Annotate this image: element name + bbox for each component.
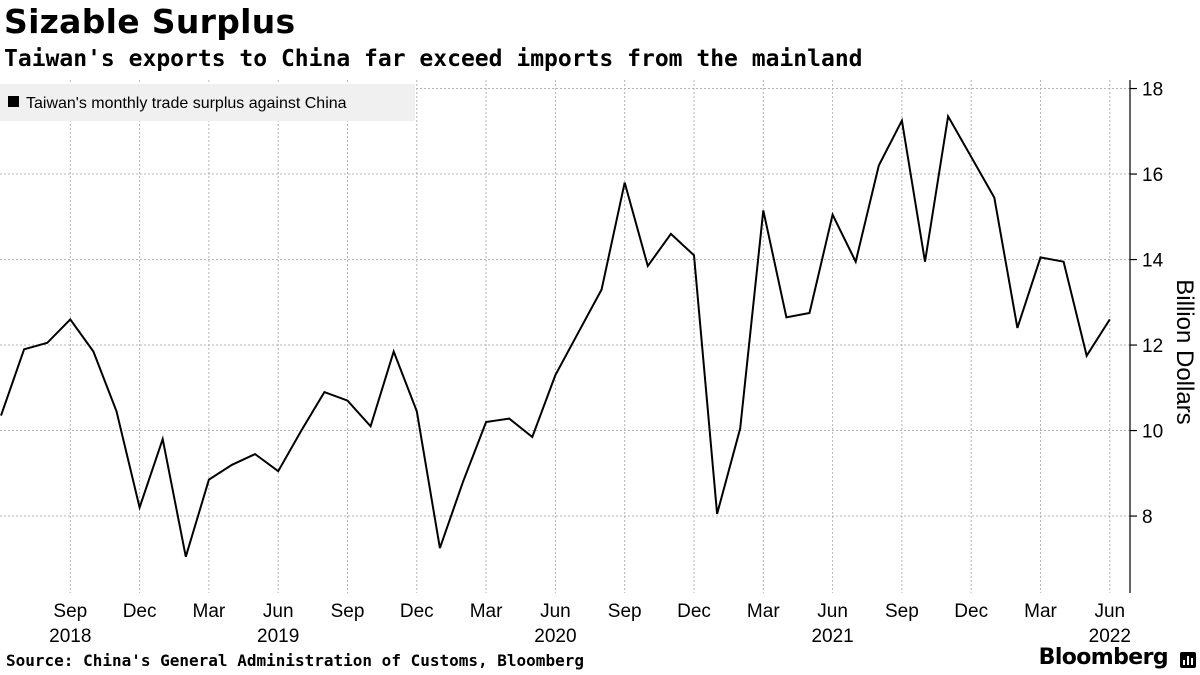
terminal-icon (1180, 652, 1196, 668)
x-tick-label: Dec (123, 601, 157, 622)
x-tick-label: Sep (331, 601, 365, 622)
series-group (0, 113, 1111, 557)
source-note: Source: China's General Administration o… (6, 651, 584, 670)
x-year-label: 2020 (534, 626, 576, 647)
x-tick-label: Mar (470, 601, 503, 622)
x-tick-label: Jun (1094, 601, 1125, 622)
y-tick-label: 10 (1142, 422, 1163, 443)
x-tick-label: Jun (263, 601, 294, 622)
x-tick-label: Dec (400, 601, 434, 622)
x-tick-label: Dec (677, 601, 711, 622)
x-tick-label: Mar (193, 601, 226, 622)
series-line (0, 113, 1111, 557)
x-tick-label: Jun (817, 601, 848, 622)
y-tick-label: 18 (1142, 80, 1163, 101)
x-year-label: 2019 (257, 626, 299, 647)
y-tick-label: 14 (1142, 251, 1164, 272)
y-tick-label: 12 (1142, 336, 1163, 357)
x-year-label: 2021 (811, 626, 853, 647)
grid-lines (0, 80, 1130, 593)
legend-box (0, 84, 415, 121)
y-tick-label: 16 (1142, 165, 1163, 186)
chart-title: Sizable Surplus (4, 2, 296, 41)
y-axis-label: Billion Dollars (1171, 279, 1198, 424)
x-tick-label: Sep (608, 601, 642, 622)
x-year-label: 2022 (1089, 626, 1131, 647)
x-tick-label: Sep (53, 601, 87, 622)
y-tick-label: 8 (1142, 507, 1153, 528)
x-year-label: 2018 (49, 626, 91, 647)
bloomberg-logo: Bloomberg (1038, 645, 1169, 670)
x-tick-label: Dec (954, 601, 988, 622)
legend-swatch (8, 96, 19, 107)
x-tick-label: Mar (1024, 601, 1057, 622)
y-tick-group: 8 10 12 14 16 18 (1130, 80, 1164, 528)
x-tick-label: Sep (885, 601, 919, 622)
x-tick-label: Jun (540, 601, 571, 622)
legend-label: Taiwan's monthly trade surplus against C… (26, 95, 347, 112)
x-tick-group: Sep 2018 Dec Mar Jun 2019 Sep Dec Mar Jun 2020 Sep D… (49, 601, 1131, 647)
chart-subtitle: Taiwan's exports to China far exceed imp… (4, 46, 863, 72)
x-tick-label: Mar (747, 601, 780, 622)
